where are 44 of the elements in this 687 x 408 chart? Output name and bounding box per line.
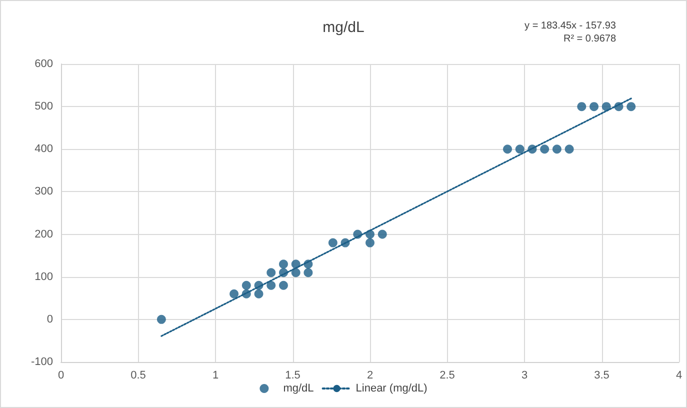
point bbox=[278, 260, 288, 269]
point bbox=[291, 268, 300, 278]
point bbox=[328, 238, 338, 248]
x-tick-label: 0 bbox=[58, 370, 64, 382]
y-tick-label: 500 bbox=[34, 100, 53, 113]
point bbox=[590, 102, 599, 112]
x-tick-label: 3.5 bbox=[594, 370, 610, 382]
legend-label: Linear (mg/dL) bbox=[356, 382, 428, 394]
point bbox=[564, 144, 574, 154]
x-tick-label: 1 bbox=[212, 370, 219, 382]
point bbox=[626, 102, 636, 112]
point bbox=[278, 280, 288, 290]
point bbox=[254, 289, 264, 298]
x-tick-label: 2.5 bbox=[440, 370, 455, 382]
y-tick-label: -100 bbox=[30, 356, 53, 368]
x-tick-label: 4 bbox=[676, 370, 682, 382]
point bbox=[552, 144, 562, 154]
y-tick-label: 300 bbox=[34, 186, 53, 198]
y-tick-label: 100 bbox=[34, 270, 53, 283]
point bbox=[304, 268, 313, 278]
text: y = 183.45x - 157.93 bbox=[524, 20, 616, 32]
point bbox=[230, 289, 239, 298]
x-tick-label: 1.5 bbox=[285, 370, 300, 382]
x-tick-label: 3 bbox=[521, 370, 528, 382]
chart-title: mg/dL bbox=[322, 19, 364, 36]
point bbox=[540, 144, 550, 154]
point bbox=[378, 230, 387, 239]
point bbox=[515, 144, 524, 154]
point bbox=[503, 144, 512, 154]
x-tick-label: 2 bbox=[366, 370, 374, 382]
point bbox=[156, 314, 166, 324]
legend-label: mg/dL bbox=[283, 382, 314, 394]
point bbox=[366, 238, 374, 248]
point bbox=[266, 268, 276, 278]
x-tick-label: 0.5 bbox=[130, 370, 146, 382]
y-tick-label: 600 bbox=[34, 58, 53, 70]
point bbox=[266, 280, 276, 290]
point bbox=[242, 280, 251, 290]
point bbox=[602, 102, 611, 112]
y-tick-label: 200 bbox=[34, 228, 53, 240]
point bbox=[577, 102, 586, 112]
text: R² = 0.9678 bbox=[563, 34, 616, 44]
y-tick-label: 400 bbox=[34, 143, 53, 156]
y-tick-label: 0 bbox=[46, 313, 53, 326]
